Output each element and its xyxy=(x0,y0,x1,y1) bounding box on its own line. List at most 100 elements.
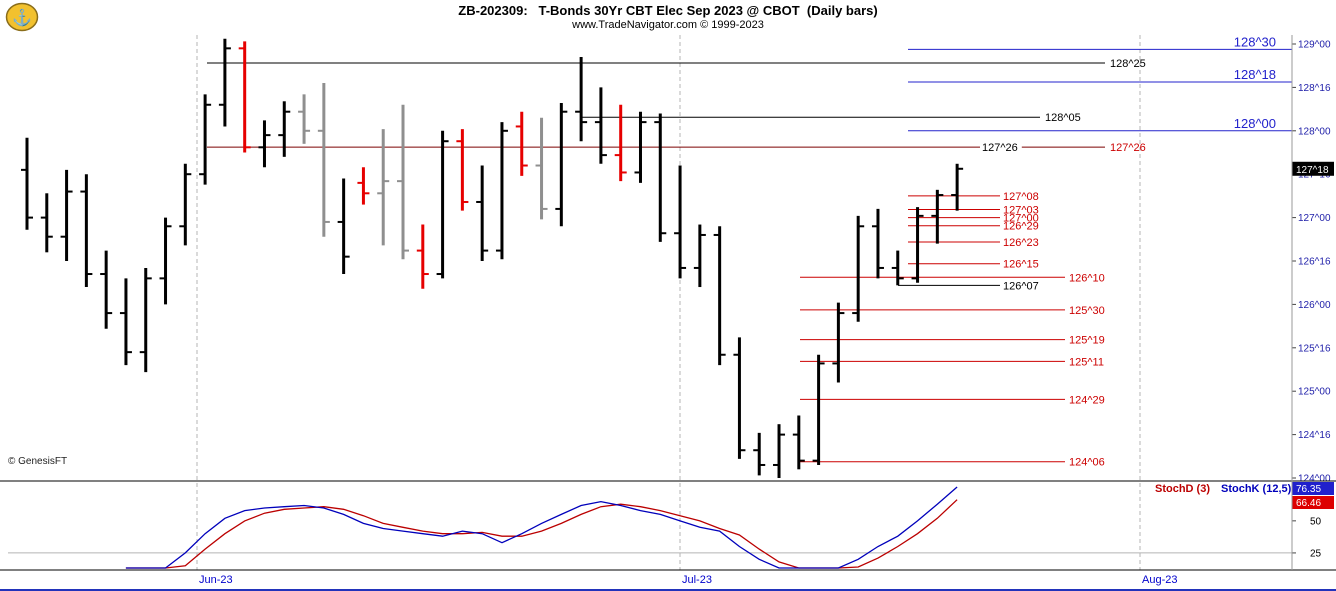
price-bar xyxy=(199,94,212,185)
stoch-axis-tick: 25 xyxy=(1310,548,1322,559)
price-bar xyxy=(238,41,251,153)
price-axis-tick: 126^00 xyxy=(1298,300,1331,311)
price-level-label[interactable]: 125^30 xyxy=(1069,305,1105,317)
price-axis-tick: 128^00 xyxy=(1298,126,1331,137)
price-level-label[interactable]: 124^29 xyxy=(1069,394,1105,406)
price-level-label[interactable]: 124^06 xyxy=(1069,457,1105,469)
price-bar xyxy=(931,189,944,244)
price-bar xyxy=(337,178,350,275)
price-bar xyxy=(674,165,687,279)
price-bar xyxy=(911,207,924,283)
price-bar xyxy=(555,103,568,227)
price-level-label[interactable]: 128^30 xyxy=(1234,34,1276,49)
price-level-label[interactable]: 128^05 xyxy=(1045,112,1081,124)
price-level-label[interactable]: 128^25 xyxy=(1110,58,1146,70)
price-axis-tick: 125^00 xyxy=(1298,387,1331,398)
price-bar xyxy=(80,174,93,288)
price-bar xyxy=(575,57,588,142)
price-bar xyxy=(614,104,627,182)
price-bar xyxy=(218,38,231,127)
stochd-label[interactable]: StochD (3) xyxy=(1155,483,1210,495)
price-level-label[interactable]: 126^23 xyxy=(1003,237,1039,249)
price-bar xyxy=(832,302,845,383)
genesis-logo-icon-svg: ⚓ xyxy=(5,2,39,32)
x-axis-month-label: Jul-23 xyxy=(682,574,712,586)
price-level-label[interactable]: 128^00 xyxy=(1234,116,1276,131)
price-bar xyxy=(495,122,508,260)
price-bar xyxy=(871,208,884,279)
price-bar xyxy=(733,337,746,459)
last-price-badge xyxy=(1292,161,1334,176)
price-bar xyxy=(535,117,548,220)
stochk-label[interactable]: StochK (12,5) xyxy=(1221,483,1292,495)
stochk-line xyxy=(125,486,958,569)
stochd-value: 66.46 xyxy=(1296,498,1321,509)
price-level-label[interactable]: 125^19 xyxy=(1069,335,1105,347)
price-level-label[interactable]: 126^10 xyxy=(1069,272,1105,284)
chart-title: ZB-202309: T-Bonds 30Yr CBT Elec Sep 202… xyxy=(458,3,878,18)
price-axis-tick: 128^16 xyxy=(1298,83,1331,94)
stochk-value-badge xyxy=(1292,482,1334,495)
price-level-label[interactable]: 128^18 xyxy=(1234,67,1276,82)
price-bar xyxy=(40,193,53,253)
price-bar xyxy=(456,129,469,211)
price-bar xyxy=(436,130,449,279)
price-bar xyxy=(476,165,489,261)
price-bar xyxy=(60,169,73,261)
price-bar xyxy=(416,224,429,289)
stoch-axis-tick: 50 xyxy=(1310,516,1322,527)
price-axis-tick: 129^00 xyxy=(1298,40,1331,51)
price-level-label[interactable]: 126^29 xyxy=(1003,221,1039,233)
price-axis-tick: 125^16 xyxy=(1298,343,1331,354)
price-bar xyxy=(594,87,607,164)
price-bar xyxy=(792,415,805,470)
price-bar xyxy=(693,224,706,288)
price-level-label[interactable]: 127^26 xyxy=(982,142,1018,154)
genesis-logo-icon: ⚓ xyxy=(5,2,39,32)
price-bar xyxy=(317,83,330,237)
x-axis-month-label: Aug-23 xyxy=(1142,574,1177,586)
price-level-label[interactable]: 127^26 xyxy=(1110,142,1146,154)
price-bar xyxy=(812,354,825,465)
genesis-watermark: © GenesisFT xyxy=(8,456,68,467)
price-bar xyxy=(179,163,192,246)
price-axis-tick: 124^16 xyxy=(1298,430,1331,441)
price-level-label[interactable]: 125^11 xyxy=(1069,356,1104,368)
price-bar xyxy=(139,267,152,373)
x-axis-month-label: Jun-23 xyxy=(199,574,233,586)
price-bar xyxy=(397,104,410,260)
price-bar xyxy=(21,137,33,230)
price-bar xyxy=(119,278,132,366)
price-axis-tick: 126^16 xyxy=(1298,257,1331,268)
price-level-label[interactable]: 127^00 xyxy=(1003,213,1039,225)
price-bar xyxy=(100,250,113,329)
price-axis: 129^00128^16128^00127^16127^00126^16126^… xyxy=(1292,40,1334,485)
price-bar xyxy=(713,226,726,366)
stochk-value: 76.35 xyxy=(1296,484,1321,495)
price-bar xyxy=(377,129,390,246)
svg-text:⚓: ⚓ xyxy=(12,8,32,27)
price-bar xyxy=(634,111,647,183)
price-level-label[interactable]: 126^15 xyxy=(1003,259,1039,271)
price-bar xyxy=(891,250,904,286)
price-bar xyxy=(278,101,291,157)
panel-borders xyxy=(0,35,1336,591)
price-bar xyxy=(298,94,311,144)
stochd-value-badge xyxy=(1292,496,1334,509)
month-gridlines: Jun-23 Jul-23 Aug-23 xyxy=(196,35,1177,586)
price-bar xyxy=(258,120,271,168)
price-bar xyxy=(951,163,964,211)
price-bar xyxy=(159,217,172,305)
chart-subtitle: www.TradeNavigator.com © 1999-2023 xyxy=(572,19,764,31)
price-level-label[interactable]: 127^03 xyxy=(1003,204,1039,216)
price-bar xyxy=(515,111,528,176)
price-level-label[interactable]: 127^08 xyxy=(1003,191,1039,203)
price-bar xyxy=(753,432,766,476)
last-price-badge-text: 127^18 xyxy=(1296,165,1329,176)
price-bar xyxy=(852,215,865,322)
price-level-label[interactable]: 126^07 xyxy=(1003,280,1039,292)
price-levels: 128^30 128^25 128^18 128^05 128^00 127^26 127^… xyxy=(207,34,1292,469)
price-bars xyxy=(21,38,964,478)
